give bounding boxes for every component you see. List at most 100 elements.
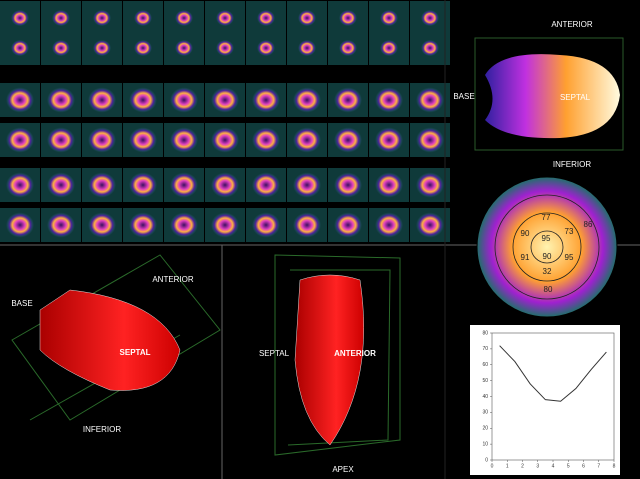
slice [375,127,403,153]
slice [134,9,152,27]
slice [88,212,116,238]
x-tick-label: 4 [552,463,555,469]
slice [334,127,362,153]
slice-grid [0,1,450,242]
slice [416,212,444,238]
slice [52,39,70,57]
x-tick-label: 8 [613,463,616,469]
ventricle-model [39,289,181,391]
y-tick-label: 40 [482,394,488,400]
segment-value: 73 [565,227,574,236]
slice [375,87,403,113]
slice [421,9,439,27]
segment-value: 32 [543,267,552,276]
slice [298,9,316,27]
x-tick-label: 1 [506,463,509,469]
slice [211,212,239,238]
segment-value: 95 [542,234,551,243]
slice [11,39,29,57]
slice [293,212,321,238]
slice [93,39,111,57]
slice [252,127,280,153]
slice [252,87,280,113]
segment-value: 77 [542,213,551,222]
y-tick-label: 50 [482,378,488,384]
slice [129,127,157,153]
y-tick-label: 30 [482,410,488,416]
slice [93,9,111,27]
bullseye [476,176,618,318]
slice [375,212,403,238]
slice [6,212,34,238]
slice [216,39,234,57]
y-tick-label: 10 [482,441,488,447]
segment-value: 86 [584,220,593,229]
segment-value: 91 [521,253,530,262]
slice [129,212,157,238]
segment-value: 95 [565,253,574,262]
label: SEPTAL [120,348,151,357]
label: ANTERIOR [152,275,194,284]
slice [211,127,239,153]
slice [375,172,403,198]
slice [211,172,239,198]
bounding-box [474,37,624,151]
label: ANTERIOR [551,20,593,29]
slice [252,172,280,198]
y-tick-label: 70 [482,346,488,352]
x-tick-label: 7 [597,463,600,469]
slice [129,87,157,113]
segment-value: 80 [544,285,553,294]
polar-surface [485,54,620,139]
label: SEPTAL [560,93,591,102]
slice [6,172,34,198]
y-tick-label: 20 [482,426,488,432]
slice [252,212,280,238]
x-tick-label: 5 [567,463,570,469]
ventricle-model [294,274,364,446]
slice [416,127,444,153]
slice [47,127,75,153]
label: ANTERIOR [334,349,376,358]
slice [129,172,157,198]
data-line [499,345,607,402]
slice [416,172,444,198]
slice [293,172,321,198]
slice [88,172,116,198]
slice [334,212,362,238]
slice [47,212,75,238]
slice [293,127,321,153]
slice [339,9,357,27]
slice [88,87,116,113]
slice [175,9,193,27]
slice [134,39,152,57]
slice [339,39,357,57]
line-chart: 0 10 20 30 40 50 60 70 80 0 1 2 3 4 5 6 7 8 [482,330,615,469]
slice [334,172,362,198]
slice [216,9,234,27]
y-tick-label: 0 [485,457,488,463]
slice [334,87,362,113]
slice [380,9,398,27]
slice [170,127,198,153]
slice [170,212,198,238]
x-tick-label: 0 [491,463,494,469]
slice [380,39,398,57]
x-tick-label: 3 [536,463,539,469]
slice [11,9,29,27]
x-tick-label: 2 [521,463,524,469]
slice [257,9,275,27]
slice [298,39,316,57]
slice [47,172,75,198]
y-tick-label: 60 [482,362,488,368]
label: SEPTAL [259,349,290,358]
y-tick-label: 80 [482,330,488,336]
label: INFERIOR [553,160,591,169]
slice [6,127,34,153]
label: APEX [332,465,354,474]
slice [257,39,275,57]
slice [88,127,116,153]
label: INFERIOR [83,425,121,434]
slice [293,87,321,113]
